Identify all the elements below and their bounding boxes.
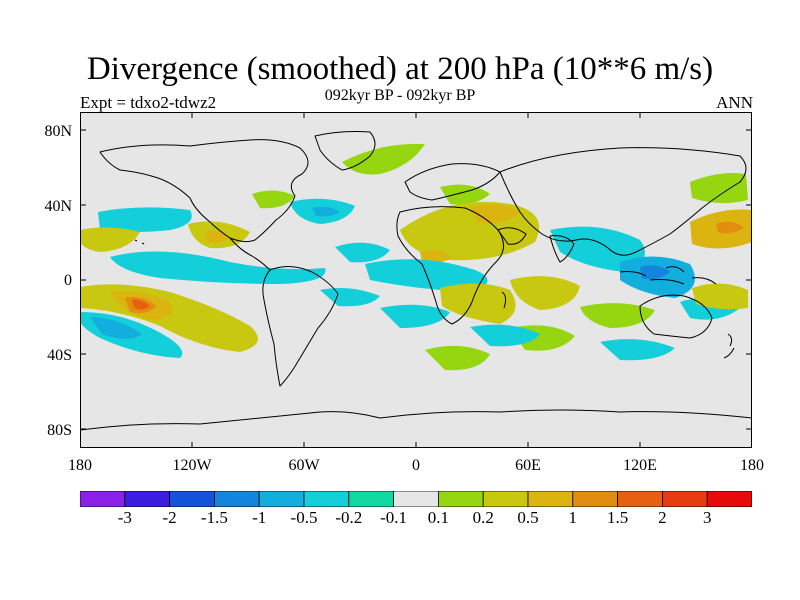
colorbar-swatch	[617, 491, 663, 507]
colorbar-label: 1.5	[606, 508, 629, 527]
antarctica-coast	[80, 409, 752, 431]
greenland-coast	[314, 131, 376, 171]
contour-negative	[365, 259, 488, 292]
lat-label-40s: 40S	[47, 347, 72, 364]
colorbar-swatch	[662, 491, 708, 507]
contour-negative	[98, 207, 192, 232]
contour-positive	[470, 204, 520, 224]
lat-label-0: 0	[64, 272, 72, 289]
contour-positive	[440, 184, 490, 205]
experiment-label: Expt = tdxo2-tdwz2	[80, 93, 217, 112]
india-coast	[549, 235, 575, 263]
contour-fields	[80, 143, 752, 371]
contour-negative	[550, 226, 645, 272]
australia-coast	[639, 294, 713, 339]
colorbar-label: 0.2	[472, 508, 494, 527]
colorbar-swatch	[169, 491, 215, 507]
colorbar-label: 3	[702, 508, 712, 527]
colorbar-label: -0.2	[335, 508, 363, 527]
lon-ticks	[191, 112, 641, 448]
colorbar-label: -3	[117, 508, 132, 527]
maritime-continent-coast	[619, 266, 717, 285]
colorbar-swatch	[348, 491, 394, 507]
lon-label-120e: 120E	[623, 457, 657, 474]
colorbar-label: 2	[658, 508, 667, 527]
arabia-coast	[497, 227, 527, 245]
contour-positive	[252, 190, 295, 209]
new-zealand-coast	[723, 333, 735, 359]
africa-coast	[396, 206, 504, 325]
hawaii-islands	[134, 239, 145, 245]
colorbar-label: -2	[162, 508, 177, 527]
south-america-coast	[262, 266, 339, 387]
period-label: 092kyr BP - 092kyr BP	[324, 87, 476, 104]
europe-coast	[404, 163, 501, 201]
lat-label-80n: 80N	[44, 123, 72, 140]
contour-positive	[692, 283, 748, 310]
lon-label-120w: 120W	[172, 457, 212, 474]
colorbar-label: 1	[568, 508, 578, 527]
contour-positive	[580, 303, 655, 328]
lon-label-180e: 180	[740, 457, 764, 474]
contour-positive	[80, 227, 140, 252]
colorbar-label: -0.1	[380, 508, 408, 527]
season-label: ANN	[716, 93, 753, 112]
colorbar-label: -0.5	[290, 508, 318, 527]
colorbar-swatch	[437, 491, 484, 507]
colorbar	[80, 491, 752, 507]
lon-label-0: 0	[412, 457, 420, 474]
colorbar-swatch	[80, 491, 126, 507]
lat-label-40n: 40N	[44, 198, 72, 215]
lon-label-180w: 180	[68, 457, 92, 474]
lat-label-80s: 80S	[47, 422, 72, 439]
colorbar-label: -1.5	[200, 508, 228, 527]
north-america-coast	[99, 139, 309, 243]
colorbar-swatch	[258, 491, 305, 507]
divergence-map	[80, 112, 752, 448]
central-america-coast	[229, 237, 271, 271]
contour-positive	[440, 283, 516, 324]
contour-positive	[420, 250, 452, 264]
contour-negative	[600, 339, 675, 361]
lat-ticks	[80, 129, 752, 430]
colorbar-swatch	[303, 491, 350, 507]
colorbar-swatch	[527, 491, 574, 507]
colorbar-swatch	[482, 491, 529, 507]
map-title: Divergence (smoothed) at 200 hPa (10**6 …	[86, 51, 714, 87]
colorbar-swatch	[393, 491, 439, 507]
contour-negative	[380, 304, 450, 328]
contour-positive	[425, 345, 490, 371]
colorbar-swatch	[572, 491, 618, 507]
colorbar-swatch	[124, 491, 170, 507]
contour-positive	[690, 173, 748, 204]
contour-negative	[90, 317, 142, 339]
madagascar-coast	[501, 291, 507, 309]
colorbar-label: 0.5	[517, 508, 539, 527]
contour-positive	[716, 221, 744, 234]
contour-negative	[640, 265, 670, 280]
contour-positive	[342, 143, 425, 175]
lon-label-60e: 60E	[515, 457, 541, 474]
contour-positive	[132, 299, 150, 310]
asia-coast	[499, 147, 747, 256]
contour-negative	[335, 242, 390, 263]
contour-negative	[110, 251, 326, 284]
contour-negative	[470, 324, 540, 347]
colorbar-label: 0.1	[427, 508, 450, 527]
lon-label-60w: 60W	[288, 457, 320, 474]
coastlines	[80, 131, 752, 431]
colorbar-label: -1	[252, 508, 267, 527]
colorbar-swatch	[213, 491, 260, 507]
contour-negative	[312, 206, 340, 217]
contour-positive	[510, 276, 580, 310]
colorbar-swatch	[706, 491, 752, 507]
